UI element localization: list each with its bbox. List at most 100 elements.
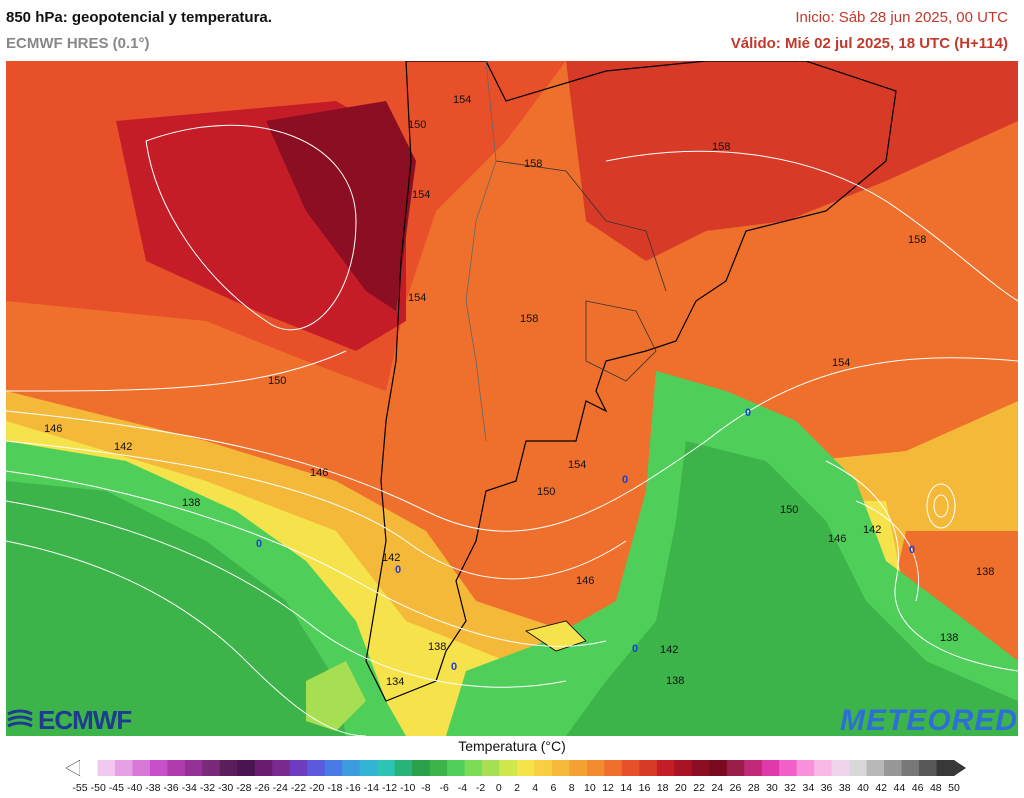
legend-tick-label: 50 xyxy=(948,782,960,794)
legend-tick-label: -50 xyxy=(90,782,106,794)
legend-swatch xyxy=(936,760,955,776)
ecmwf-logo: ECMWF xyxy=(6,704,132,735)
legend-swatch xyxy=(272,760,291,776)
legend-tick-label: 46 xyxy=(911,782,924,794)
legend-tick-label: -45 xyxy=(108,782,124,794)
legend-tick-label: 12 xyxy=(602,782,614,794)
legend-tick-label: 10 xyxy=(583,782,596,794)
legend-swatch xyxy=(97,760,116,776)
legend-tick-label: -34 xyxy=(181,782,197,794)
zero-label: 0 xyxy=(909,544,915,556)
legend-tick-label: 32 xyxy=(784,782,796,794)
legend-tick-label: 38 xyxy=(838,782,851,794)
legend-swatch xyxy=(919,760,938,776)
weather-map[interactable]: 154 150 158 154 154 158 158 158 154 150 … xyxy=(6,61,1018,736)
contour-label: 154 xyxy=(453,94,471,106)
contour-label: 142 xyxy=(382,552,400,564)
legend-tick-label: 6 xyxy=(550,782,557,794)
contour-label: 146 xyxy=(44,423,62,435)
legend-swatch xyxy=(114,760,133,776)
legend-swatch xyxy=(814,760,833,776)
legend-tick-label: 40 xyxy=(857,782,869,794)
contour-label: 158 xyxy=(520,313,538,325)
legend-tick-label: -36 xyxy=(163,782,179,794)
legend-tick-label: -12 xyxy=(381,782,398,794)
legend-tick-label: 24 xyxy=(711,782,724,794)
legend-arrow-left xyxy=(66,760,81,777)
falkland-islands xyxy=(525,620,587,652)
ecmwf-icon xyxy=(7,709,33,728)
warm-region-ne xyxy=(566,61,1018,261)
legend-swatch xyxy=(307,760,326,776)
contour-label: 142 xyxy=(114,441,132,453)
legend-tick-label: -6 xyxy=(439,782,449,794)
legend-swatch xyxy=(499,760,518,776)
south-america-coast xyxy=(365,61,897,702)
legend-swatch xyxy=(744,760,763,776)
legend-tick-label: 26 xyxy=(729,782,742,794)
legend-tick-label: 36 xyxy=(820,782,833,794)
legend-swatch xyxy=(167,760,186,776)
legend-tick-label: 42 xyxy=(875,782,887,794)
contour-label: 134 xyxy=(386,676,404,688)
legend-tick-label: 0 xyxy=(495,782,502,794)
legend-swatch xyxy=(80,760,98,776)
paraguay-border xyxy=(495,160,667,292)
legend-tick-label: 18 xyxy=(656,782,669,794)
legend-tick-label: -32 xyxy=(199,782,216,794)
cold-region-sw-dark xyxy=(6,481,346,736)
legend-tick-label: 16 xyxy=(638,782,651,794)
legend-swatch xyxy=(656,760,675,776)
contour-label: 146 xyxy=(310,467,328,479)
model-name: ECMWF HRES (0.1°) xyxy=(6,35,150,52)
legend-tick-label: -14 xyxy=(363,782,379,794)
contour-label: 146 xyxy=(576,575,594,587)
legend-tick-label: 14 xyxy=(620,782,633,794)
legend-swatch xyxy=(884,760,903,776)
legend-swatch xyxy=(464,760,483,776)
valid-time: Válido: Mié 02 jul 2025, 18 UTC (H+114) xyxy=(730,35,1008,52)
contour-label: 154 xyxy=(832,357,850,369)
legend-swatch xyxy=(412,760,431,776)
zero-isotherm-labels: 0 0 0 0 0 0 0 xyxy=(256,407,915,673)
contour-label: 142 xyxy=(863,524,881,536)
contour-labels: 154 150 158 154 154 158 158 158 154 150 … xyxy=(44,94,994,688)
legend-swatch xyxy=(447,760,466,776)
legend-tick-label: 2 xyxy=(514,782,520,794)
temperature-legend xyxy=(66,760,966,777)
contour-label: 154 xyxy=(568,459,586,471)
legend-tick-label: -24 xyxy=(272,782,288,794)
legend-tick-label: -26 xyxy=(254,782,270,794)
legend-tick-label: 30 xyxy=(766,782,778,794)
legend-swatch xyxy=(674,760,693,776)
contour-label: 138 xyxy=(976,566,994,578)
legend-tick-label: -55 xyxy=(72,782,88,794)
legend-swatch xyxy=(901,760,920,776)
ecmwf-logo-text: ECMWF xyxy=(38,704,132,735)
legend-swatch xyxy=(761,760,780,776)
legend-tick-label: -8 xyxy=(421,782,431,794)
contour-label: 158 xyxy=(524,158,542,170)
contour-label: 158 xyxy=(908,234,926,246)
legend-tick-label: -30 xyxy=(218,782,234,794)
zero-label: 0 xyxy=(745,407,751,419)
legend-tick-label: -40 xyxy=(127,782,143,794)
legend-title: Temperatura (°C) xyxy=(458,738,566,754)
init-time: Inicio: Sáb 28 jun 2025, 00 UTC xyxy=(795,9,1008,26)
legend-swatch xyxy=(482,760,501,776)
contour-label: 138 xyxy=(940,632,958,644)
contour-label: 150 xyxy=(268,375,286,387)
legend-swatch xyxy=(377,760,396,776)
legend-swatch xyxy=(866,760,885,776)
legend-swatch xyxy=(691,760,710,776)
legend-tick-label: -18 xyxy=(327,782,343,794)
contour-label: 150 xyxy=(537,486,555,498)
legend-swatch xyxy=(342,760,361,776)
contour-label: 150 xyxy=(408,119,426,131)
legend-swatch xyxy=(289,760,308,776)
legend-swatch xyxy=(202,760,221,776)
zero-label: 0 xyxy=(632,643,638,655)
legend-swatch xyxy=(359,760,378,776)
legend-tick-label: 28 xyxy=(747,782,760,794)
legend-tick-label: -22 xyxy=(290,782,307,794)
